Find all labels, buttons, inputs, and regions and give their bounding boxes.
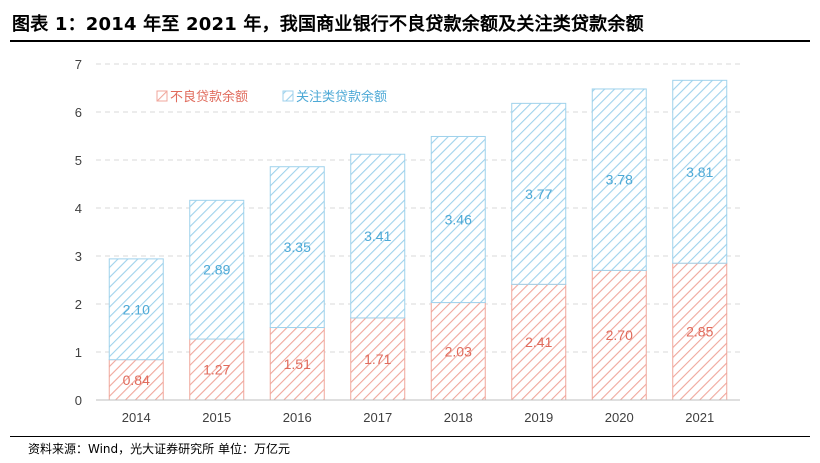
data-label: 1.27 [203, 362, 230, 378]
x-tick-label: 2015 [202, 410, 231, 425]
bar-npl-2016 [269, 327, 325, 401]
bar-npl-2019 [511, 283, 567, 401]
bars [108, 79, 728, 401]
data-label: 3.78 [606, 172, 633, 188]
y-axis: 0 1 2 3 4 5 6 7 [75, 57, 82, 408]
data-label: 2.10 [123, 301, 150, 317]
source-note: 资料来源：Wind，光大证券研究所 单位：万亿元 [28, 442, 290, 456]
title-rule [10, 40, 810, 42]
x-tick-label: 2019 [524, 410, 553, 425]
bar-npl-2014 [108, 359, 164, 401]
x-tick-label: 2020 [605, 410, 634, 425]
data-label: 2.89 [203, 262, 230, 278]
data-label: 2.41 [525, 334, 552, 350]
data-labels: 0.84 2.10 1.27 2.89 1.51 3.35 1.71 3.41 2.03 3.46… [123, 164, 714, 388]
data-label: 1.71 [364, 351, 391, 367]
legend-swatch [282, 90, 294, 102]
data-label: 2.85 [686, 324, 713, 340]
x-tick-label: 2017 [363, 410, 392, 425]
y-tick-label: 4 [75, 201, 82, 216]
bar-special-mention-2017 [350, 153, 406, 319]
bar-npl-2020 [591, 269, 647, 401]
bar-special-mention-2019 [511, 102, 567, 285]
footer-rule [10, 436, 810, 437]
bar-npl-2021 [672, 262, 728, 401]
data-label: 0.84 [123, 372, 150, 388]
y-tick-label: 2 [75, 297, 82, 312]
bar-npl-2015 [189, 338, 245, 401]
bar-special-mention-2014 [108, 258, 164, 361]
y-tick-label: 5 [75, 153, 82, 168]
y-tick-label: 6 [75, 105, 82, 120]
x-tick-label: 2018 [444, 410, 473, 425]
x-axis: 2014 2015 2016 2017 2018 2019 2020 2021 [96, 399, 740, 425]
legend-label: 不良贷款余额 [170, 89, 248, 105]
x-tick-label: 2021 [685, 410, 714, 425]
y-tick-label: 7 [75, 57, 82, 72]
data-label: 2.03 [445, 343, 472, 359]
bar-special-mention-2021 [672, 79, 728, 264]
legend-swatch [156, 90, 168, 102]
x-tick-label: 2014 [122, 410, 151, 425]
figure-title: 图表 1：2014 年至 2021 年，我国商业银行不良贷款余额及关注类贷款余额 [12, 14, 644, 35]
bar-special-mention-2018 [430, 135, 486, 304]
y-tick-label: 1 [75, 345, 82, 360]
data-label: 3.81 [686, 164, 713, 180]
x-tick-label: 2016 [283, 410, 312, 425]
bar-special-mention-2015 [189, 199, 245, 340]
data-label: 3.77 [525, 186, 552, 202]
data-label: 2.70 [606, 327, 633, 343]
bar-special-mention-2016 [269, 166, 325, 329]
data-label: 3.35 [284, 239, 311, 255]
bar-special-mention-2020 [591, 88, 647, 271]
data-label: 3.46 [445, 212, 472, 228]
data-label: 1.51 [284, 356, 311, 372]
legend-label: 关注类贷款余额 [296, 89, 387, 105]
data-label: 3.41 [364, 228, 391, 244]
y-tick-label: 3 [75, 249, 82, 264]
y-tick-label: 0 [75, 393, 82, 408]
legend: 不良贷款余额 关注类贷款余额 [156, 89, 387, 105]
bar-npl-2017 [350, 317, 406, 401]
